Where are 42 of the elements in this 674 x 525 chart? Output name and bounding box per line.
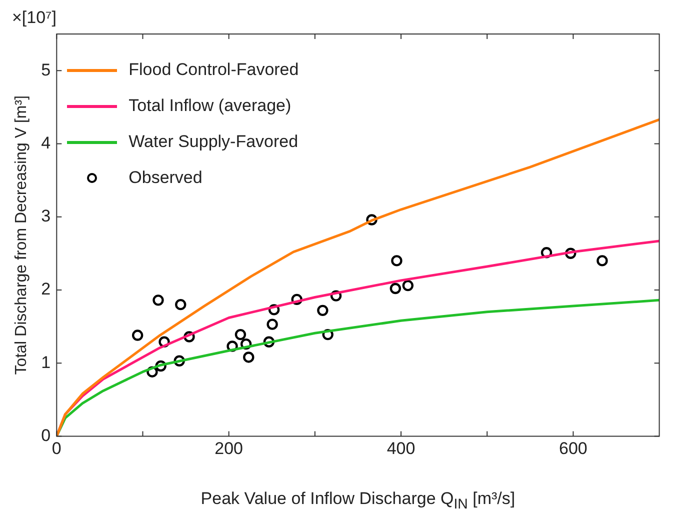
point [596,255,608,266]
point [540,247,552,258]
point [234,328,246,340]
point [146,366,158,378]
point [184,331,195,342]
point [402,280,414,292]
point [155,360,166,372]
point [366,214,378,226]
point [158,336,170,348]
y-axis-title: Total Discharge from Decreasing V [m³] [13,96,30,375]
y-tick-label: 0 [41,426,51,445]
legend-label: Flood Control-Favored [128,60,299,80]
text: ×[10⁷] [12,8,56,28]
point [226,340,238,352]
point [565,248,576,259]
point [132,330,144,341]
point [330,290,342,302]
x-tick-label: 600 [559,439,588,458]
point [266,318,278,330]
point [317,304,328,316]
point [322,328,334,340]
y-tick-label: 1 [41,352,51,372]
point [390,282,402,294]
point [263,336,275,348]
y-tick-label: 4 [41,133,51,152]
y-tick-label: 3 [41,206,51,226]
point [291,294,302,306]
y-tick-label: 5 [41,60,51,80]
point [175,298,186,310]
point [240,338,252,350]
legend-label: Water Supply-Favored [128,132,298,152]
y-tick-label: 2 [41,280,51,299]
x-tick-label: 400 [386,439,416,458]
x-tick-label: 200 [214,439,244,458]
legend-label: Observed [128,168,202,188]
x-axis-title: Peak Value of Inflow Discharge Q$_{IN}$ [m³/s] [200,489,516,512]
point [391,255,402,266]
point [268,304,280,316]
point [243,352,254,363]
legend-label: Total Inflow (average) [128,96,292,116]
point [152,294,164,306]
point [174,355,185,366]
